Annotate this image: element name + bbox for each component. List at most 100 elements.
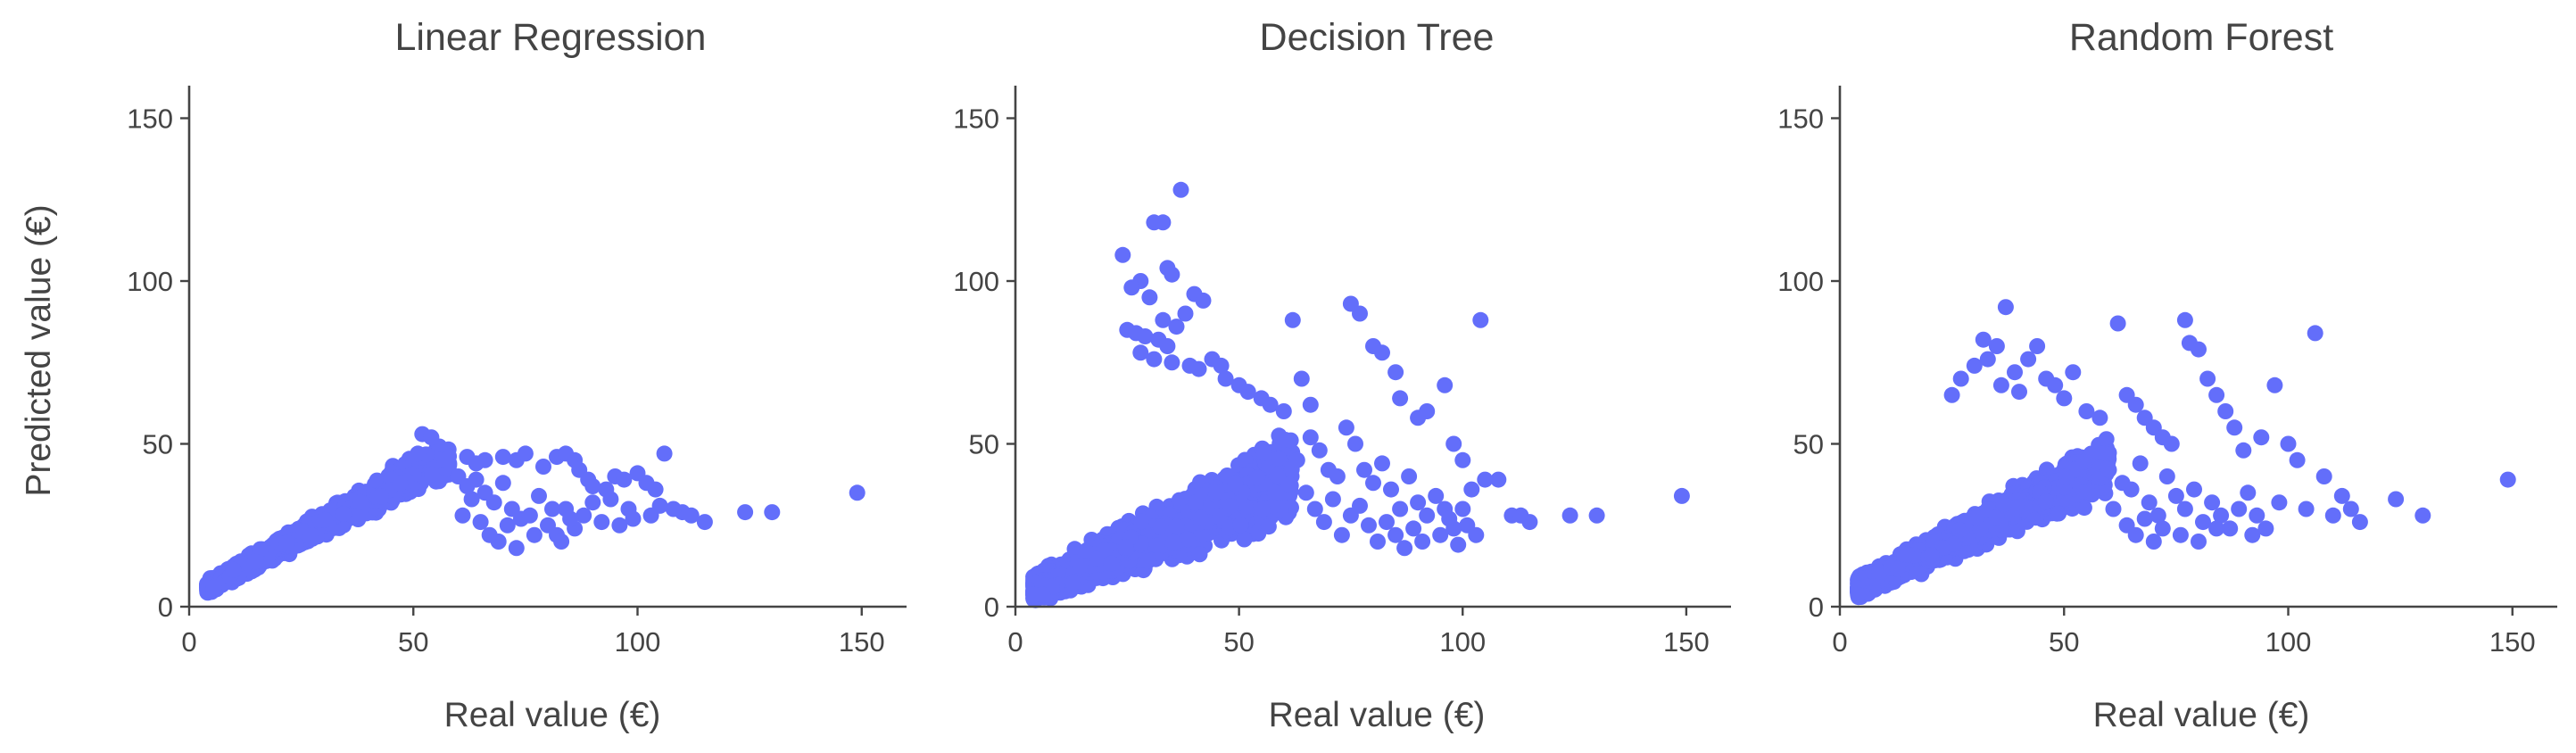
data-point [1392,501,1409,517]
data-point [1255,444,1272,461]
data-point [1463,481,1480,498]
data-point [317,511,334,528]
data-point [616,471,633,488]
data-point [225,561,242,578]
y-tick-label: 150 [953,103,999,135]
data-point [1277,432,1294,448]
data-point [1454,501,1471,517]
data-point [1114,246,1131,263]
data-point [1239,384,1256,401]
data-point [1311,442,1328,459]
data-point [1352,305,1368,322]
data-point [1177,305,1194,322]
data-point [553,534,570,550]
data-point [1356,461,1372,478]
data-point [1673,487,1690,504]
data-point [562,510,579,527]
data-point [849,484,866,501]
data-point [1352,497,1368,514]
data-point [1165,534,1182,550]
data-point [1374,344,1390,361]
data-point [424,466,441,483]
data-point [1213,357,1230,374]
data-point [1146,351,1163,368]
data-point [205,579,222,595]
data-point [494,449,511,466]
data-point [1222,498,1238,515]
data-point [1155,214,1172,231]
y-tick-label: 0 [984,592,999,623]
data-point [1117,539,1134,556]
x-tick-label: 100 [615,626,661,658]
data-point [352,505,369,522]
data-point [544,501,560,517]
data-point [1450,536,1467,553]
data-point [1227,476,1244,492]
data-point [508,540,525,557]
data-point [252,541,269,558]
data-point [1217,370,1234,387]
data-point [1347,435,1363,452]
x-tick-label: 150 [1663,626,1710,658]
data-point [1168,319,1185,335]
data-point [1123,279,1140,296]
data-point [1132,344,1149,361]
data-point [1155,311,1172,328]
data-point [1232,517,1249,534]
data-point [611,517,628,534]
data-point [1432,526,1449,543]
data-point [1271,450,1288,467]
data-point [1149,537,1165,554]
data-point [531,487,547,504]
data-point [1419,403,1436,419]
subplot-title: Decision Tree [1260,16,1495,59]
data-point [1103,555,1120,572]
data-point [1374,455,1390,472]
data-point [1477,471,1494,488]
y-tick-label: 50 [143,429,173,460]
data-point [1187,494,1204,511]
data-point [1361,517,1377,534]
data-point [1370,534,1386,550]
y-tick-label: 0 [158,592,173,623]
data-point [499,517,516,534]
data-point [656,445,673,462]
data-point [1262,396,1279,413]
data-point [1472,311,1489,328]
data-point [1192,509,1209,526]
data-point [1454,451,1471,468]
data-point [494,475,511,492]
data-point [1302,429,1319,446]
data-point [1164,266,1180,283]
data-point [1172,181,1189,198]
data-point [1254,501,1271,517]
y-tick-label: 100 [127,266,173,297]
data-point [372,488,389,505]
data-point [593,514,610,531]
data-point [454,507,471,524]
x-tick-label: 0 [181,626,196,658]
x-axis-title: Real value (€) [444,696,661,734]
data-point [1180,531,1197,548]
data-point [1208,484,1225,501]
data-point [246,553,263,570]
data-point [665,501,682,517]
subplot-title: Linear Regression [395,16,707,59]
data-point [1521,514,1538,531]
data-point [463,491,480,508]
data-point [1329,468,1346,484]
data-point [1315,514,1332,531]
data-point [1561,507,1578,524]
data-point [1302,396,1319,413]
data-point [335,506,352,522]
data-point [576,507,592,524]
data-point [1141,289,1158,306]
data-point [1396,540,1413,557]
data-point [1414,534,1431,550]
data-point [1260,518,1277,535]
